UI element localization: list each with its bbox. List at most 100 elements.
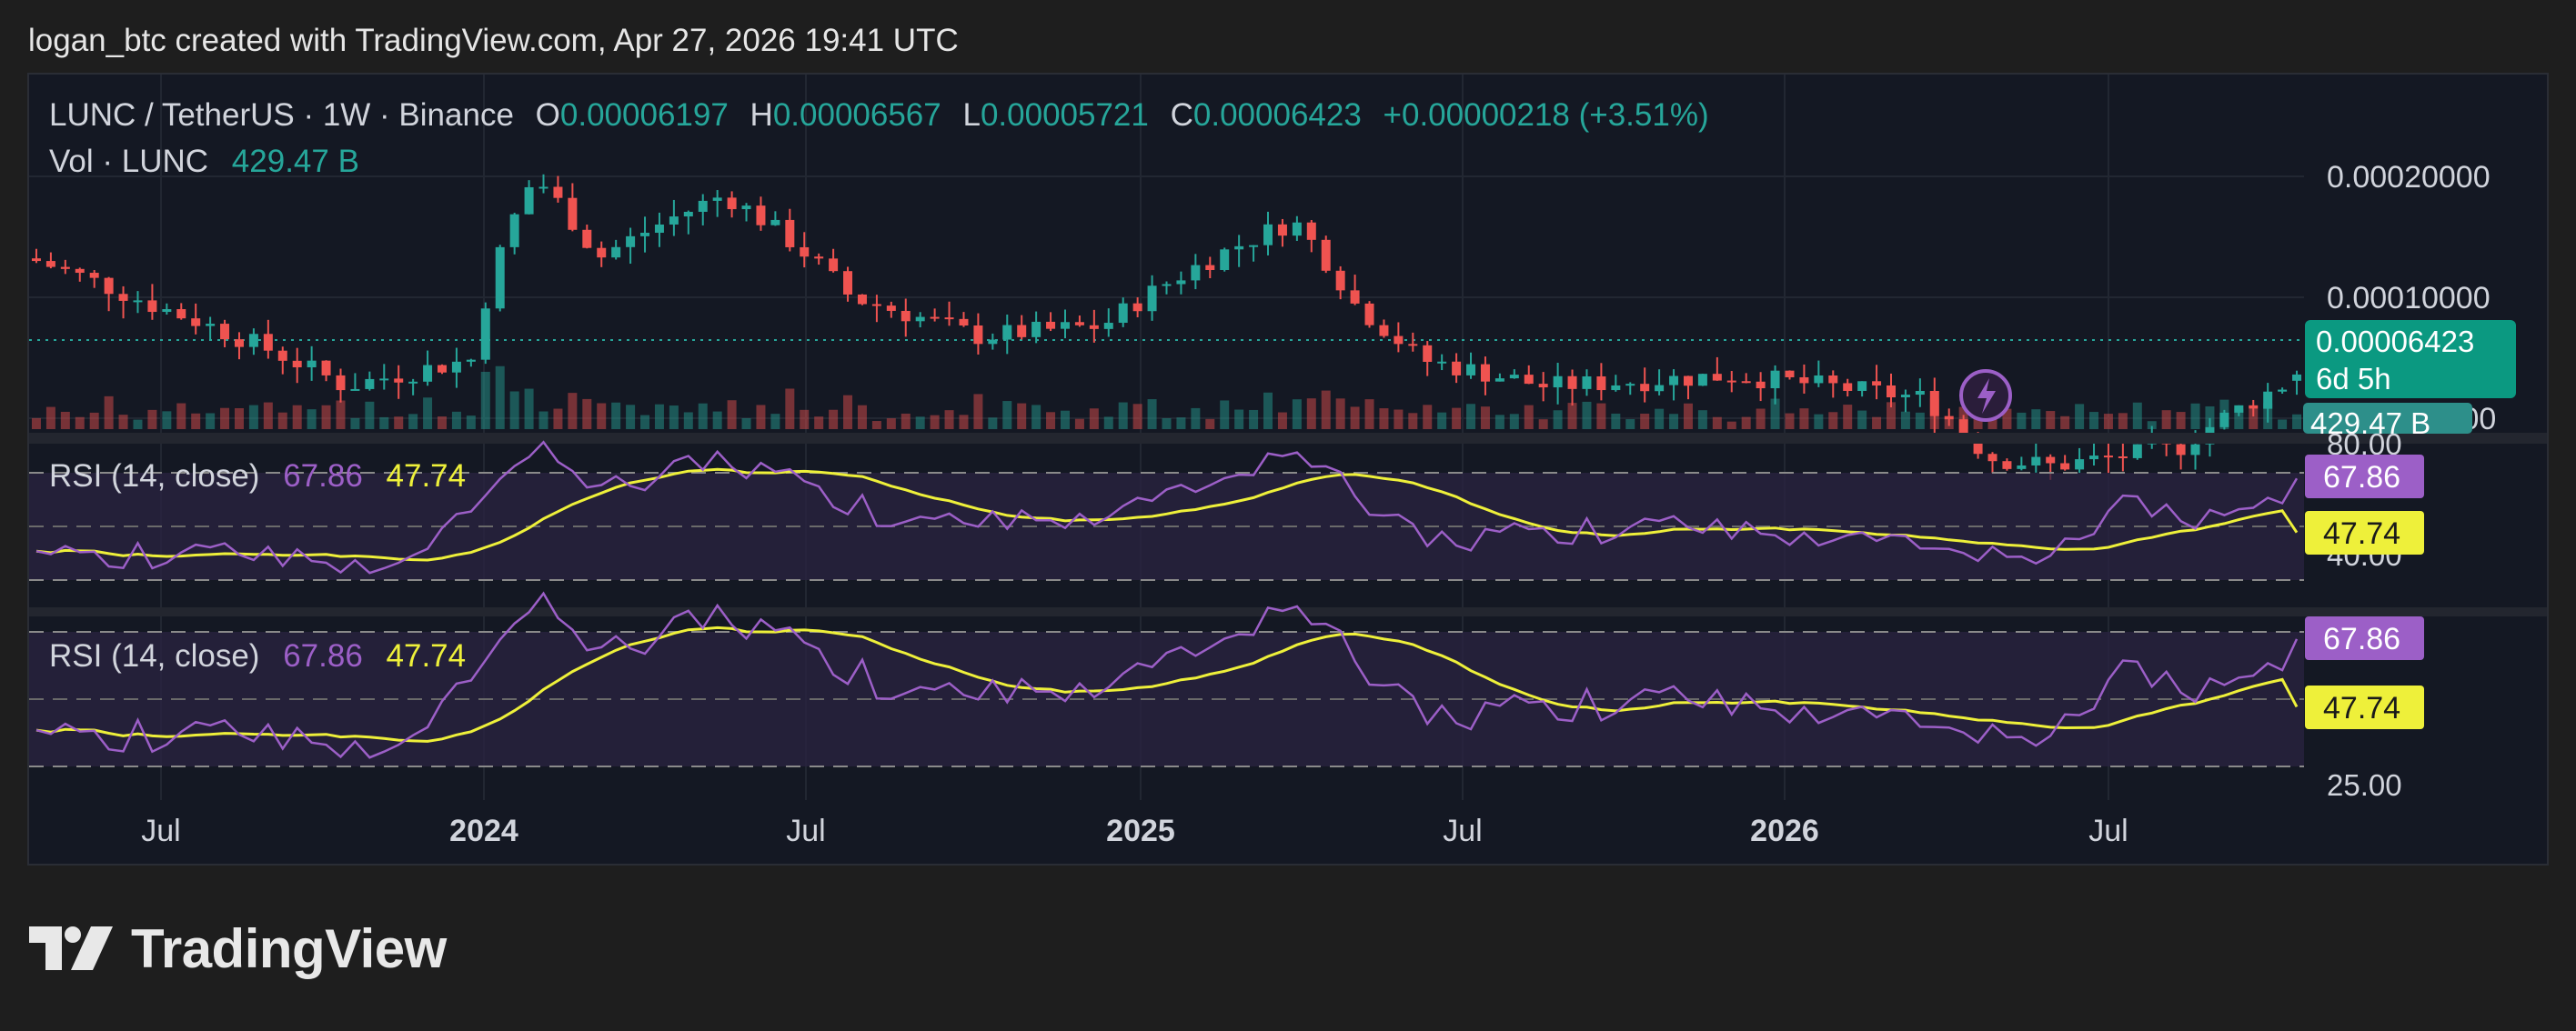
volume-bar [597, 403, 607, 429]
volume-bar [1350, 406, 1360, 429]
volume-bar [1726, 421, 1736, 429]
volume-bar [89, 412, 99, 429]
candle [1872, 381, 1882, 385]
volume-bar [930, 415, 940, 429]
candle [1683, 375, 1693, 386]
volume-bar [1220, 400, 1230, 429]
candle [1553, 375, 1563, 388]
volume-bar [1741, 416, 1751, 429]
volume-bar [75, 416, 85, 429]
volume-bar [480, 371, 490, 429]
volume-bar [1712, 416, 1722, 429]
legend-open-value: 0.00006197 [560, 97, 729, 133]
legend-low-value: 0.00005721 [981, 97, 1149, 133]
candle [1437, 361, 1447, 364]
volume-bar [321, 405, 331, 429]
candle [1205, 265, 1215, 271]
volume-bar [206, 413, 216, 429]
candle [1147, 285, 1157, 312]
volume-bar [45, 406, 55, 429]
time-axis-label: 2025 [1106, 814, 1175, 848]
candle [1828, 375, 1838, 384]
rsi-axis-1-rsi-tag: 67.86 [2323, 460, 2400, 495]
volume-bar [1857, 410, 1867, 429]
volume-bar [568, 393, 578, 429]
candle [553, 186, 563, 198]
volume-bar [1494, 415, 1504, 429]
candle [234, 339, 244, 347]
candle [712, 197, 722, 201]
tradingview-logo[interactable]: TradingView [29, 916, 447, 980]
rsi-axis-2-ma-tag-box [2305, 686, 2424, 729]
volume-bar [1524, 405, 1534, 429]
candle [1509, 375, 1519, 379]
volume-bar [1843, 405, 1853, 429]
volume-bar [871, 421, 881, 429]
candle [1162, 284, 1172, 286]
candle [1379, 325, 1389, 336]
candle [1132, 303, 1142, 312]
volume-bar [248, 405, 258, 429]
volume-bar [1103, 416, 1113, 429]
volume-bar [1509, 414, 1519, 429]
candle [756, 205, 766, 225]
legend-volume-value: 429.47 B [232, 144, 359, 179]
time-axis[interactable]: Jul 2024 Jul 2025 Jul 2026 Jul [141, 814, 2128, 848]
rsi-pane-2-separator[interactable] [29, 607, 2547, 616]
volume-bar [973, 394, 983, 429]
volume-bar [1249, 409, 1259, 429]
volume-bar [1017, 403, 1027, 429]
volume-bar [1162, 418, 1172, 429]
volume-bar [756, 405, 766, 429]
candle [1031, 321, 1041, 337]
rsi-pane-2-rsi-line [35, 591, 2299, 759]
candle [31, 258, 41, 262]
candle [1857, 381, 1867, 391]
volume-bar [1770, 398, 1780, 429]
volume-bar [2046, 411, 2056, 429]
rsi-axis-2-rsi-tag: 67.86 [2323, 622, 2400, 656]
candle [2292, 374, 2302, 381]
candle [191, 318, 201, 326]
volume-bar [1756, 408, 1766, 429]
candle [1191, 265, 1201, 281]
volume-bar [1364, 399, 1374, 429]
volume-bar [1799, 408, 1809, 429]
volume-bar [2292, 414, 2302, 429]
price-axis[interactable]: 0.00020000 0.00010000 .00 [2327, 160, 2496, 436]
candle [988, 339, 998, 345]
candle [2002, 461, 2012, 469]
legend-close-value: 0.00006423 [1193, 97, 1362, 133]
lightning-icon[interactable] [1959, 369, 2012, 422]
candle [277, 350, 287, 361]
candle [1814, 375, 1824, 384]
volume-bar [2190, 403, 2200, 429]
candle [1046, 321, 1056, 329]
legend-symbol: LUNC / TetherUS · 1W · Binance [49, 97, 514, 133]
candle [800, 246, 810, 257]
time-axis-label: 2026 [1750, 814, 1819, 848]
candle [2176, 444, 2186, 455]
volume-bar [1466, 404, 1476, 429]
candle [640, 233, 650, 236]
candle [524, 186, 534, 215]
volume-bar [770, 414, 780, 429]
candle [1321, 239, 1331, 271]
volume-tag: 429.47 B [2310, 406, 2430, 440]
candle [408, 381, 418, 384]
volume-bar [2205, 405, 2215, 429]
time-axis-label: 2024 [449, 814, 518, 848]
volume-bar [843, 395, 853, 429]
rsi-pane-1-ma-line [35, 467, 2299, 562]
volume-bar [1683, 403, 1693, 429]
rsi-pane-1-separator[interactable] [29, 433, 2547, 444]
volume-bar [2089, 412, 2099, 429]
volume-bar [1379, 408, 1389, 429]
rsi-pane-2-legend-ma: 47.74 [387, 638, 467, 674]
volume-bar [1640, 413, 1650, 429]
candle [611, 246, 621, 258]
candle [1538, 384, 1548, 388]
candle [1220, 249, 1230, 271]
rsi-axis-1-ma-tag: 47.74 [2323, 516, 2400, 551]
